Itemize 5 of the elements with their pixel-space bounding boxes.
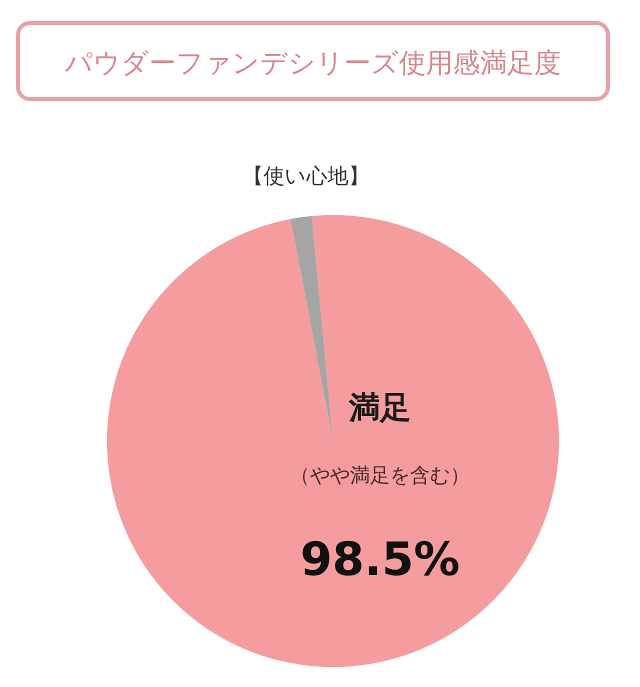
chart-subtitle: 【使い心地】 [242,164,370,188]
text: （やや満足を含む） [290,463,470,487]
data-label: 98.5% [300,532,460,586]
chart-title: パウダーファンデシリーズ使用感満足度 [64,48,561,79]
slice-label: 満足 [348,390,411,426]
